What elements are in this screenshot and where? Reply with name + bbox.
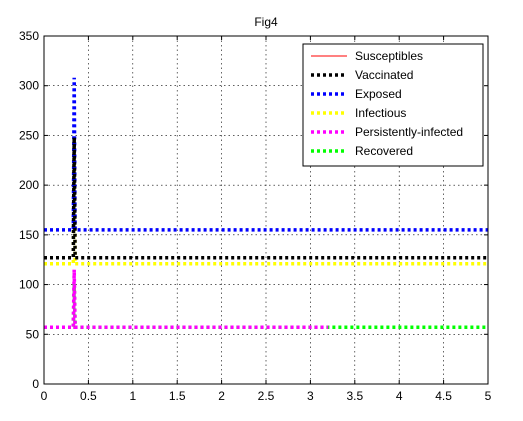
legend-label: Susceptibles bbox=[355, 49, 423, 63]
x-tick-label: 0 bbox=[41, 389, 48, 403]
x-tick-label: 2 bbox=[218, 389, 225, 403]
y-tick-label: 350 bbox=[19, 29, 39, 43]
series-line-exposed bbox=[44, 77, 488, 232]
y-tick-label: 100 bbox=[19, 278, 39, 292]
legend-box bbox=[302, 43, 484, 167]
y-tick-label: 200 bbox=[19, 178, 39, 192]
x-tick-label: 3.5 bbox=[346, 389, 363, 403]
y-tick-label: 250 bbox=[19, 128, 39, 142]
x-tick-label: 1.5 bbox=[169, 389, 186, 403]
x-tick-label: 0.5 bbox=[80, 389, 97, 403]
legend-label: Persistently-infected bbox=[355, 125, 463, 139]
legend-label: Infectious bbox=[355, 106, 406, 120]
legend-label: Recovered bbox=[355, 144, 413, 158]
series-line-vaccinated bbox=[44, 137, 488, 260]
legend-label: Vaccinated bbox=[355, 68, 413, 82]
x-tick-label: 2.5 bbox=[258, 389, 275, 403]
y-tick-label: 150 bbox=[19, 228, 39, 242]
x-tick-label: 1 bbox=[129, 389, 136, 403]
axes: 0 0.5 1 1.5 2 2.5 3 3.5 4 4.5 50501001502002503003… bbox=[19, 29, 492, 403]
x-tick-label: 4.5 bbox=[435, 389, 452, 403]
y-tick-label: 0 bbox=[32, 377, 39, 391]
series-line-persistently-infected bbox=[44, 269, 329, 330]
legend-label: Exposed bbox=[355, 87, 402, 101]
axes-box bbox=[43, 35, 489, 385]
y-tick-label: 50 bbox=[26, 327, 40, 341]
x-tick-label: 5 bbox=[485, 389, 492, 403]
y-tick-label: 300 bbox=[19, 79, 39, 93]
x-tick-label: 4 bbox=[396, 389, 403, 403]
x-tick-label: 3 bbox=[307, 389, 314, 403]
legend: Susceptibles Vaccinated Exposed Infectious P… bbox=[302, 43, 484, 167]
chart-title: Fig4 bbox=[254, 15, 278, 29]
